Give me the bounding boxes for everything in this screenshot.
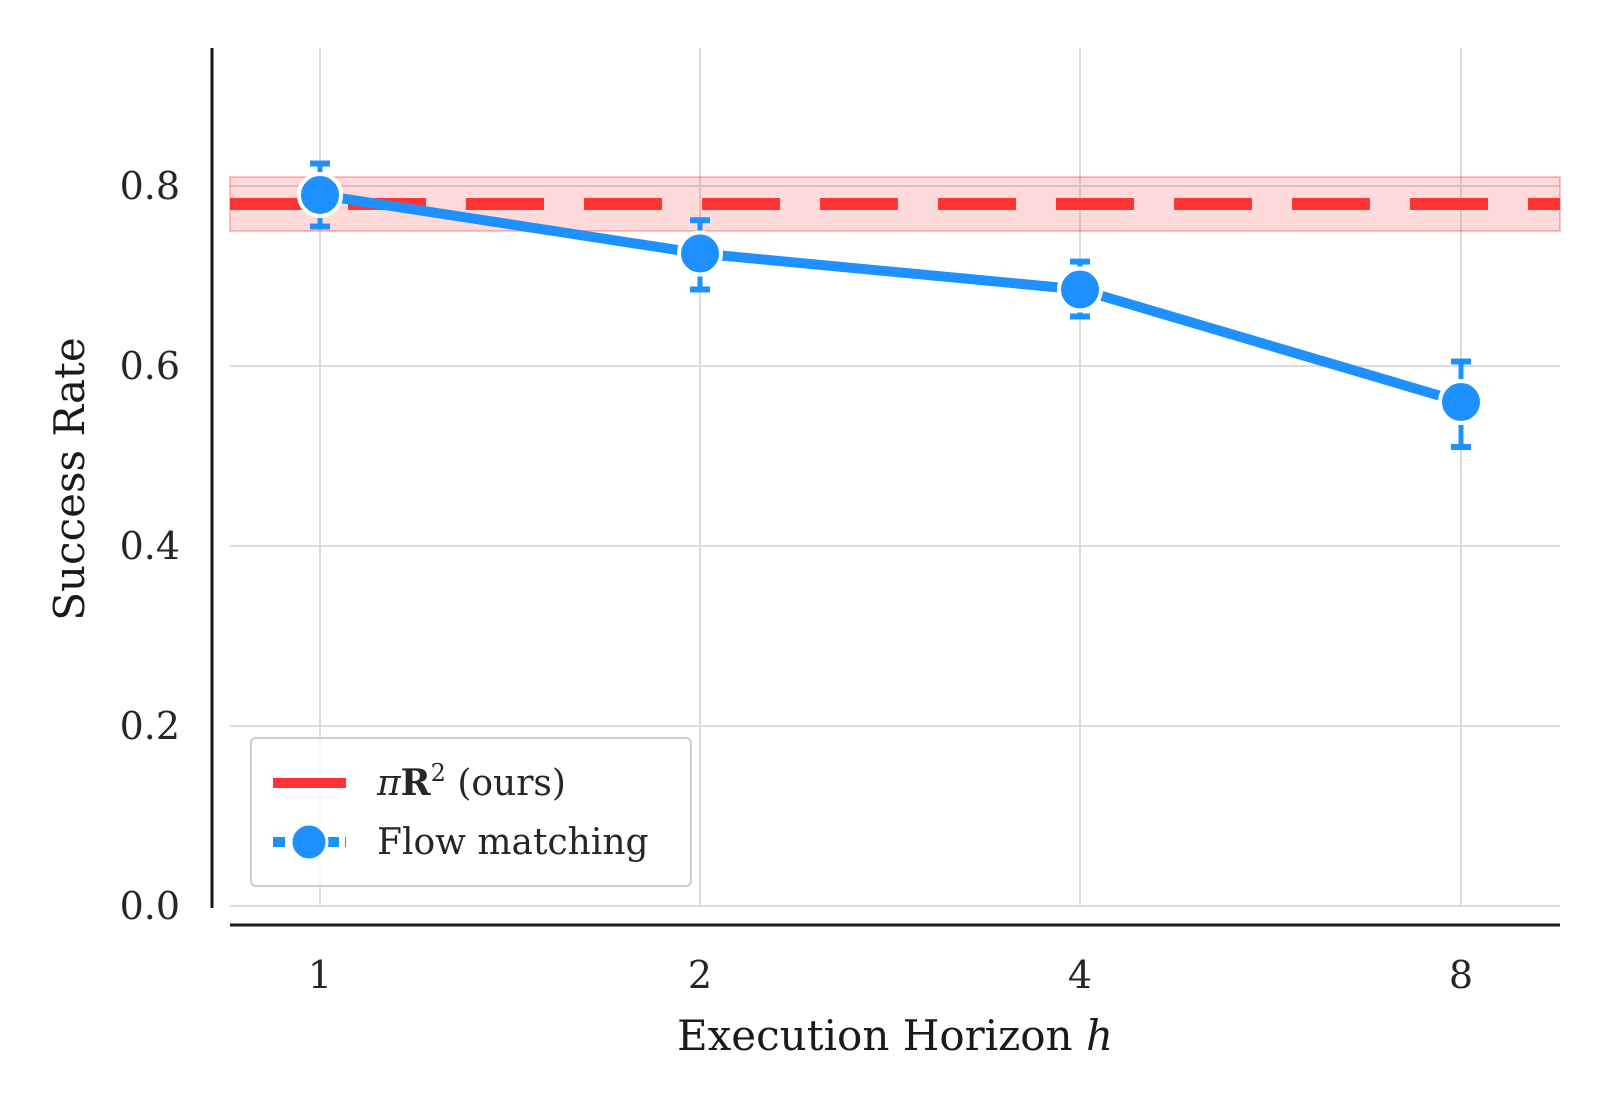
legend-label-flow-matching: Flow matching (377, 822, 649, 863)
x-tick-label-1: 2 (688, 953, 712, 997)
y-tick-label-0: 0.0 (120, 884, 180, 928)
data-point-3 (1438, 379, 1484, 425)
y-tick-label-4: 0.8 (120, 164, 180, 208)
y-axis-label: Success Rate (45, 337, 94, 621)
x-tick-label-3: 8 (1449, 953, 1473, 997)
legend-swatch-flow-marker (289, 822, 329, 862)
legend-label-reference: πR2 (ours) (376, 759, 566, 804)
flow-matching-line (319, 190, 1463, 407)
x-tick-label-0: 1 (308, 953, 332, 997)
y-tick-label-2: 0.4 (120, 524, 180, 568)
y-tick-labels: 0.0 0.2 0.4 0.6 0.8 (120, 164, 180, 928)
data-point-0 (297, 172, 343, 218)
legend-frame (250, 737, 692, 887)
data-point-2 (1057, 266, 1103, 313)
legend: πR2 (ours) Flow matching (250, 737, 692, 887)
y-tick-label-1: 0.2 (120, 704, 180, 748)
x-tick-labels: 1 2 4 8 (308, 953, 1473, 997)
x-axis-label: Execution Horizon h (677, 1011, 1113, 1060)
data-point-1 (677, 230, 723, 277)
y-tick-label-3: 0.6 (120, 344, 180, 388)
series-layer (297, 160, 1484, 450)
x-tick-label-2: 4 (1068, 953, 1092, 997)
axes (210, 48, 1560, 927)
